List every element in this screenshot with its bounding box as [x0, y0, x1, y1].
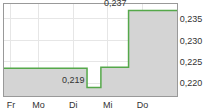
- svg-text:0,225: 0,225: [180, 57, 203, 67]
- svg-text:Mi: Mi: [103, 100, 113, 110]
- svg-text:0,237: 0,237: [104, 0, 127, 8]
- svg-text:Mo: Mo: [32, 100, 45, 110]
- svg-text:Do: Do: [137, 100, 149, 110]
- svg-text:0,230: 0,230: [180, 36, 203, 46]
- svg-text:Fr: Fr: [7, 100, 16, 110]
- svg-text:Di: Di: [69, 100, 78, 110]
- svg-text:0,235: 0,235: [180, 14, 203, 24]
- svg-text:0,219: 0,219: [62, 75, 85, 85]
- svg-text:0,220: 0,220: [180, 78, 203, 88]
